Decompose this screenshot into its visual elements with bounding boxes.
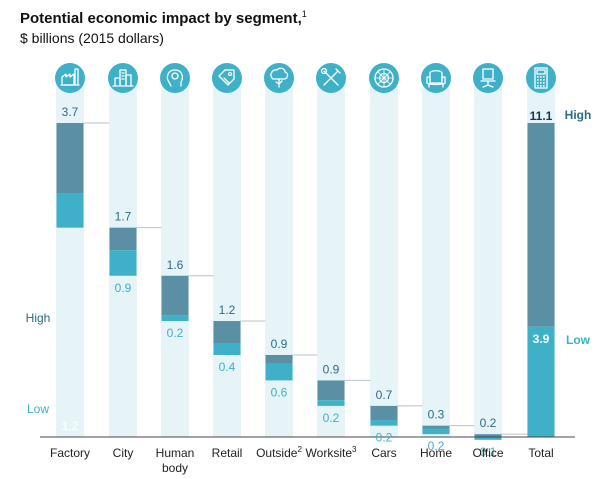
- column-band: [422, 78, 450, 437]
- icon-circle: [108, 63, 138, 93]
- label-high-factory: 3.7: [62, 105, 79, 119]
- category-label: Factory: [50, 446, 90, 460]
- armchair-icon: [421, 63, 451, 93]
- category-label: Cars: [371, 446, 396, 460]
- category-label: City: [113, 446, 134, 460]
- label-low-total: 3.9: [533, 332, 550, 346]
- bar-low-cars: [370, 420, 398, 426]
- label-high-worksite: 0.9: [323, 362, 340, 376]
- column-band: [370, 78, 398, 437]
- bar-high-cars: [370, 405, 398, 421]
- label-high-total: 11.1: [530, 109, 553, 123]
- label-high-retail: 1.2: [219, 303, 236, 317]
- category-footnote: 2: [297, 445, 302, 454]
- chart-title: Potential economic impact by segment,1: [20, 9, 307, 27]
- bar-low-worksite: [317, 400, 345, 406]
- category-label: Worksite3: [306, 445, 357, 460]
- office-chair-icon: [473, 63, 503, 93]
- human-head-icon: [160, 63, 190, 93]
- column-band: [213, 78, 241, 437]
- category-label: body: [162, 461, 188, 475]
- bar-low-retail: [213, 343, 241, 355]
- calculator-icon: [526, 63, 556, 93]
- label-low-cars: 0.2: [376, 431, 393, 445]
- factory-icon: [55, 63, 85, 93]
- column-band: [161, 78, 189, 437]
- label-low-worksite: 0.2: [323, 411, 340, 425]
- icon-circle: [160, 63, 190, 93]
- bar-low-city: [109, 250, 137, 276]
- bar-low-factory: [56, 193, 84, 228]
- icon-circle: [473, 63, 503, 93]
- category-label: Retail: [212, 446, 243, 460]
- bar-high-office: [474, 434, 502, 437]
- label-low-outside: 0.6: [271, 385, 288, 399]
- city-icon: [108, 63, 138, 93]
- bar-high-human-body: [161, 275, 189, 316]
- legend-high-right: High: [565, 108, 592, 122]
- label-low-office: 0.1: [480, 445, 497, 459]
- label-low-human-body: 0.2: [167, 326, 184, 340]
- bar-high-total: [527, 123, 555, 327]
- category-label: Office: [472, 446, 503, 460]
- category-footnote: 3: [352, 445, 357, 454]
- price-tag-icon: [212, 63, 242, 93]
- bar-high-factory: [56, 123, 84, 194]
- category-label: Outside2: [256, 445, 302, 460]
- label-high-cars: 0.7: [376, 388, 393, 402]
- legend-low-right: Low: [566, 333, 591, 347]
- bar-high-worksite: [317, 380, 345, 401]
- label-high-human-body: 1.6: [167, 258, 184, 272]
- bar-high-home: [422, 425, 450, 429]
- chart-subtitle: $ billions (2015 dollars): [20, 30, 164, 46]
- icon-circle: [526, 63, 556, 93]
- legend-high-left: High: [26, 311, 51, 325]
- bar-low-human-body: [161, 315, 189, 322]
- label-low-factory: 1.2: [62, 419, 79, 433]
- icon-circle: [421, 63, 451, 93]
- label-high-outside: 0.9: [271, 337, 288, 351]
- icon-circle: [212, 63, 242, 93]
- bar-low-office: [474, 437, 502, 440]
- label-high-home: 0.3: [428, 408, 445, 422]
- label-low-retail: 0.4: [219, 360, 236, 374]
- column-band: [474, 78, 502, 437]
- column-band: [317, 78, 345, 437]
- legend-low-left: Low: [27, 402, 49, 416]
- label-low-home: 0.2: [428, 439, 445, 453]
- bar-low-total: [527, 326, 555, 437]
- column-band: [265, 78, 293, 437]
- tools-icon: [316, 63, 346, 93]
- category-label: Home: [420, 446, 452, 460]
- label-high-city: 1.7: [115, 210, 132, 224]
- bar-low-outside: [265, 363, 293, 381]
- category-label: Human: [156, 446, 195, 460]
- title-footnote: 1: [301, 9, 307, 19]
- wheel-icon: [369, 63, 399, 93]
- category-label: Total: [528, 446, 553, 460]
- label-low-city: 0.9: [115, 281, 132, 295]
- icon-circle: [264, 63, 294, 93]
- label-high-office: 0.2: [480, 416, 497, 430]
- bar-high-city: [109, 227, 137, 251]
- bar-high-retail: [213, 321, 241, 344]
- bar-high-outside: [265, 354, 293, 364]
- tree-icon: [264, 63, 294, 93]
- icon-circle: [55, 63, 85, 93]
- bar-low-home: [422, 428, 450, 435]
